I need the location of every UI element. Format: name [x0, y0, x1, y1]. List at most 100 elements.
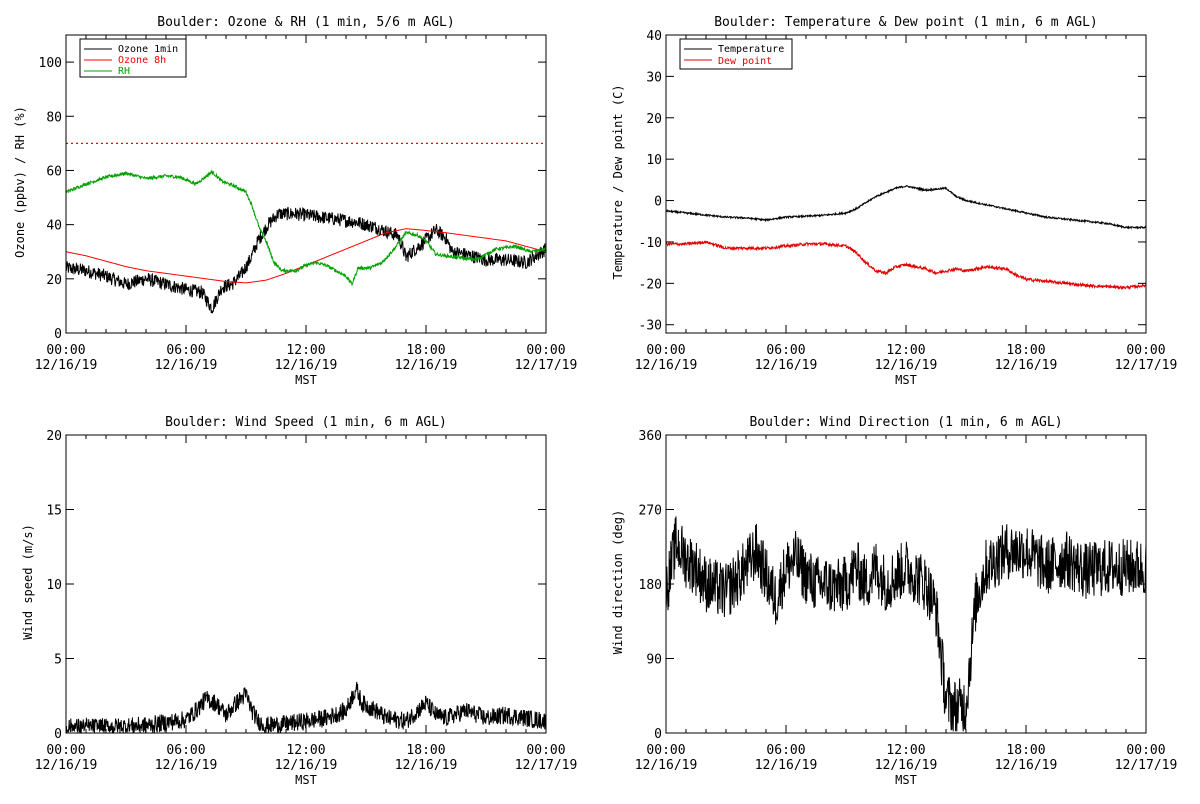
- wind_dir-xtick-date-label: 12/16/19: [755, 758, 818, 773]
- ozone_rh-ytick-label: 20: [46, 273, 62, 288]
- ozone-rh-plot-area: 02040608010000:0012/16/1906:0012/16/1912…: [35, 34, 577, 373]
- legend-label-temperature: Temperature: [718, 44, 784, 55]
- wind_dir-series-0-line: [666, 516, 1146, 732]
- temp_dew-xtick-time-label: 06:00: [766, 343, 805, 358]
- ozone_rh-xtick-date-label: 12/16/19: [275, 358, 338, 373]
- temp_dew-xtick-time-label: 00:00: [646, 343, 685, 358]
- wind-dir-title: Boulder: Wind Direction (1 min, 6 m AGL): [749, 415, 1062, 430]
- wind_dir-ytick-label: 270: [639, 504, 662, 519]
- wind_speed-xtick-date-label: 12/16/19: [35, 758, 98, 773]
- wind_speed-xtick-date-label: 12/16/19: [395, 758, 458, 773]
- temp_dew-xtick-date-label: 12/16/19: [635, 358, 698, 373]
- legend-label-rh: RH: [118, 66, 130, 77]
- temp-dew-panel: Boulder: Temperature & Dew point (1 min,…: [611, 15, 1177, 387]
- temp_dew-xtick-time-label: 12:00: [886, 343, 925, 358]
- wind_speed-xtick-time-label: 06:00: [166, 743, 205, 758]
- wind_dir-xtick-time-label: 00:00: [646, 743, 685, 758]
- temp-dew-ylabel: Temperature / Dew point (C): [611, 84, 625, 279]
- wind_dir-series-group: [666, 516, 1146, 732]
- wind-speed-title: Boulder: Wind Speed (1 min, 6 m AGL): [165, 415, 447, 430]
- temp-dew-title: Boulder: Temperature & Dew point (1 min,…: [714, 15, 1098, 30]
- temp_dew-ytick-label: -30: [639, 319, 662, 334]
- temp_dew-ytick-label: -10: [639, 236, 662, 251]
- wind_dir-xtick-time-label: 12:00: [886, 743, 925, 758]
- wind_speed-series-group: [66, 681, 546, 733]
- wind_dir-xtick-time-label: 06:00: [766, 743, 805, 758]
- wind_dir-ytick-label: 180: [639, 578, 662, 593]
- wind-dir-plot-area: 09018027036000:0012/16/1906:0012/16/1912…: [635, 429, 1178, 773]
- wind_speed-plot-frame: [65, 434, 547, 734]
- temp_dew-ytick-label: 20: [646, 112, 662, 127]
- wind-speed-xlabel: MST: [295, 773, 317, 787]
- temp-dew-xlabel: MST: [895, 373, 917, 387]
- ozone_rh-xtick-date-label: 12/16/19: [395, 358, 458, 373]
- wind_speed-xtick-date-label: 12/17/19: [515, 758, 578, 773]
- temp_dew-plot-frame: [665, 34, 1147, 334]
- ozone_rh-ytick-label: 40: [46, 219, 62, 234]
- wind_dir-ytick-label: 360: [639, 429, 662, 444]
- wind_speed-xtick-time-label: 00:00: [526, 743, 565, 758]
- wind_speed-ytick-label: 10: [46, 578, 62, 593]
- temp_dew-ytick-label: 30: [646, 70, 662, 85]
- temp-dew-plot-area: -30-20-1001020304000:0012/16/1906:0012/1…: [635, 29, 1178, 373]
- wind_dir-xtick-date-label: 12/16/19: [875, 758, 938, 773]
- wind_speed-series-0-line: [66, 681, 546, 733]
- temp_dew-xtick-date-label: 12/16/19: [875, 358, 938, 373]
- ozone_rh-xtick-time-label: 06:00: [166, 343, 205, 358]
- wind_speed-xtick-date-label: 12/16/19: [155, 758, 218, 773]
- wind-dir-panel: Boulder: Wind Direction (1 min, 6 m AGL)…: [611, 415, 1177, 787]
- legend-label-ozone-1min: Ozone 1min: [118, 44, 178, 55]
- wind_speed-xtick-time-label: 00:00: [46, 743, 85, 758]
- wind_dir-xtick-time-label: 18:00: [1006, 743, 1045, 758]
- ozone-rh-panel: Boulder: Ozone & RH (1 min, 5/6 m AGL) O…: [13, 15, 577, 387]
- ozone_rh-xtick-time-label: 18:00: [406, 343, 445, 358]
- wind_speed-ytick-label: 0: [54, 727, 62, 742]
- wind-speed-plot-area: 0510152000:0012/16/1906:0012/16/1912:001…: [35, 429, 578, 773]
- ozone_rh-series-rh-line: [66, 169, 546, 287]
- ozone_rh-xtick-time-label: 00:00: [526, 343, 565, 358]
- legend-label-ozone-8h: Ozone 8h: [118, 55, 166, 66]
- ozone-rh-title: Boulder: Ozone & RH (1 min, 5/6 m AGL): [157, 15, 454, 30]
- ozone-rh-xlabel: MST: [295, 373, 317, 387]
- ozone_rh-xtick-date-label: 12/16/19: [155, 358, 218, 373]
- temp-dew-legend-box: [679, 38, 793, 70]
- wind_dir-ytick-label: 0: [654, 727, 662, 742]
- temp_dew-ytick-label: 0: [654, 195, 662, 210]
- wind_speed-ytick-label: 15: [46, 504, 62, 519]
- ozone_rh-ytick-label: 0: [54, 327, 62, 342]
- ozone_rh-ytick-label: 100: [39, 56, 62, 71]
- wind_dir-xtick-date-label: 12/16/19: [635, 758, 698, 773]
- temp_dew-xtick-date-label: 12/16/19: [755, 358, 818, 373]
- ozone_rh-xtick-time-label: 00:00: [46, 343, 85, 358]
- temp_dew-ytick-label: 10: [646, 153, 662, 168]
- wind_speed-ytick-label: 20: [46, 429, 62, 444]
- wind_dir-xtick-time-label: 00:00: [1126, 743, 1165, 758]
- wind_dir-ytick-label: 90: [646, 653, 662, 668]
- ozone-rh-legend: Ozone 1min Ozone 8h RH: [79, 38, 187, 78]
- wind-dir-xlabel: MST: [895, 773, 917, 787]
- wind_dir-xtick-date-label: 12/17/19: [1115, 758, 1178, 773]
- wind_speed-xtick-date-label: 12/16/19: [275, 758, 338, 773]
- ozone_rh-ytick-label: 80: [46, 110, 62, 125]
- temp_dew-series-temperature-line: [666, 184, 1146, 230]
- temp_dew-xtick-time-label: 00:00: [1126, 343, 1165, 358]
- wind-speed-ylabel: Wind speed (m/s): [21, 524, 35, 640]
- wind_dir-xtick-date-label: 12/16/19: [995, 758, 1058, 773]
- ozone_rh-ytick-label: 60: [46, 164, 62, 179]
- temp_dew-ytick-label: -20: [639, 277, 662, 292]
- wind-speed-panel: Boulder: Wind Speed (1 min, 6 m AGL) Win…: [21, 415, 577, 787]
- ozone_rh-series-group: [66, 169, 546, 314]
- legend-label-dew-point: Dew point: [718, 56, 772, 67]
- ozone_rh-plot-frame: [65, 34, 547, 334]
- wind_speed-xtick-time-label: 12:00: [286, 743, 325, 758]
- temp-dew-legend: Temperature Dew point: [679, 38, 793, 70]
- wind_speed-ytick-label: 5: [54, 653, 62, 668]
- ozone_rh-xtick-date-label: 12/16/19: [35, 358, 98, 373]
- temp_dew-xtick-date-label: 12/17/19: [1115, 358, 1178, 373]
- ozone_rh-xtick-time-label: 12:00: [286, 343, 325, 358]
- temp_dew-xtick-date-label: 12/16/19: [995, 358, 1058, 373]
- temp_dew-ytick-label: 40: [646, 29, 662, 44]
- ozone_rh-series-ozone-1min-line: [66, 206, 546, 314]
- wind-dir-ylabel: Wind direction (deg): [611, 510, 625, 655]
